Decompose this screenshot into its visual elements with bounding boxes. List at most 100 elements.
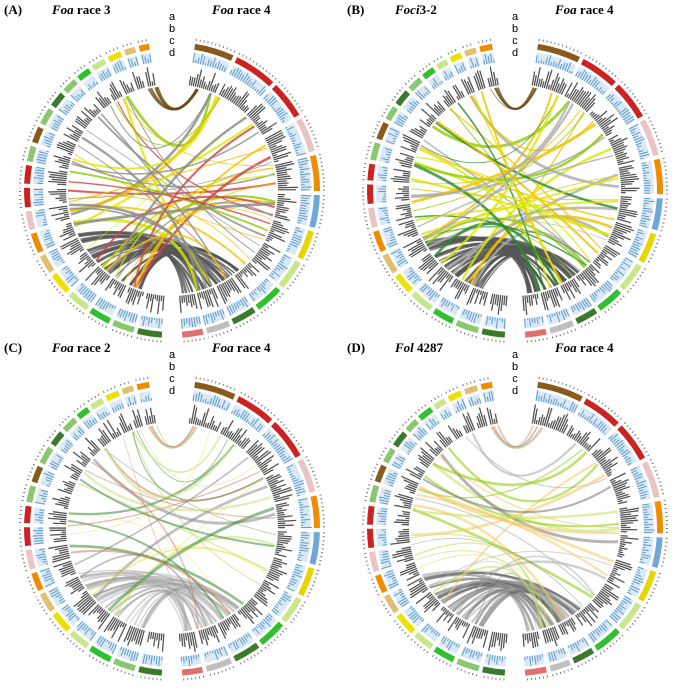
ideogram bbox=[35, 128, 41, 143]
tick-ring bbox=[363, 505, 365, 524]
density-bar bbox=[59, 208, 68, 210]
density-bar bbox=[237, 92, 248, 106]
gc-bar bbox=[525, 319, 526, 328]
ideogram bbox=[313, 496, 317, 528]
density-bar bbox=[278, 520, 296, 521]
gc-bar bbox=[502, 656, 503, 662]
density-bar bbox=[403, 209, 411, 210]
density-bar bbox=[274, 156, 288, 160]
ideogram bbox=[27, 506, 29, 523]
density-bar bbox=[59, 549, 68, 551]
density-bar bbox=[504, 296, 505, 306]
ideogram bbox=[27, 188, 28, 207]
gc-bar bbox=[638, 149, 640, 150]
tick-ring bbox=[526, 676, 548, 679]
density-bar bbox=[621, 184, 632, 185]
tick-ring bbox=[664, 158, 667, 195]
density-bar bbox=[52, 179, 67, 180]
density-bar bbox=[396, 205, 410, 207]
ideogram bbox=[379, 123, 386, 139]
density-bar bbox=[150, 416, 152, 424]
track-letter: b bbox=[169, 361, 175, 373]
density-bar bbox=[403, 239, 421, 248]
density-bar bbox=[255, 122, 258, 124]
density-bar bbox=[424, 600, 437, 612]
density-bar bbox=[393, 181, 409, 182]
gc-bar bbox=[42, 551, 45, 552]
density-bar bbox=[205, 85, 207, 90]
track-letter: c bbox=[512, 373, 518, 385]
density-bar bbox=[411, 148, 416, 150]
density-bar bbox=[277, 544, 283, 545]
tick-ring bbox=[320, 154, 324, 191]
density-bar bbox=[153, 632, 154, 639]
gc-bar bbox=[384, 213, 388, 214]
tick-ring bbox=[478, 40, 491, 43]
link bbox=[495, 88, 535, 109]
density-bar bbox=[406, 157, 413, 159]
right-genome: Foa race 4 bbox=[554, 2, 614, 17]
ideogram bbox=[388, 108, 395, 120]
density-bar bbox=[407, 574, 420, 580]
ideogram bbox=[123, 388, 134, 391]
density-bar bbox=[534, 75, 536, 86]
density-bar bbox=[619, 508, 627, 509]
ideogram bbox=[657, 159, 660, 194]
track-bg bbox=[289, 125, 301, 155]
density-bar bbox=[188, 295, 189, 303]
density-bar bbox=[50, 534, 66, 535]
density-bar bbox=[199, 420, 200, 425]
density-bar bbox=[596, 448, 610, 460]
density-bar bbox=[588, 439, 600, 452]
gc-bar bbox=[301, 520, 310, 521]
tick-ring bbox=[434, 56, 444, 62]
gc-bar bbox=[301, 200, 307, 201]
gc-bar bbox=[643, 540, 649, 541]
ideogram bbox=[139, 669, 162, 672]
density-bar bbox=[525, 296, 527, 315]
gc-bar bbox=[147, 317, 148, 320]
density-bar bbox=[529, 295, 530, 306]
density-bar bbox=[405, 215, 412, 217]
track-bg bbox=[302, 532, 306, 561]
ideogram bbox=[139, 47, 149, 49]
ideogram bbox=[481, 385, 492, 387]
track-letter: d bbox=[169, 385, 175, 397]
density-bar bbox=[437, 609, 448, 622]
density-bar bbox=[610, 238, 619, 242]
tick-ring bbox=[20, 505, 22, 523]
density-bar bbox=[536, 420, 537, 424]
density-bar bbox=[277, 205, 284, 206]
tick-ring bbox=[480, 378, 492, 380]
density-bar bbox=[395, 197, 409, 198]
species: Foa bbox=[51, 340, 74, 355]
density-bar bbox=[157, 295, 158, 301]
density-bar bbox=[620, 176, 637, 178]
density-bar bbox=[433, 270, 445, 284]
density-bar bbox=[527, 633, 528, 643]
density-bar bbox=[66, 223, 71, 225]
density-bar bbox=[396, 217, 412, 221]
species: Foci bbox=[394, 2, 420, 17]
ideogram bbox=[65, 420, 76, 430]
track-letter: a bbox=[169, 11, 176, 23]
link bbox=[498, 87, 534, 108]
density-bar bbox=[65, 497, 70, 499]
density-bar bbox=[182, 634, 183, 647]
density-bar bbox=[186, 295, 187, 306]
density-bar bbox=[112, 621, 121, 638]
ideogram bbox=[34, 467, 40, 482]
density-bar bbox=[155, 295, 156, 299]
density-bar bbox=[277, 512, 284, 513]
strain: race 3 bbox=[77, 2, 111, 17]
tick-ring bbox=[20, 164, 22, 183]
gc-bar bbox=[643, 509, 647, 510]
track-bg bbox=[644, 198, 649, 227]
density-bar bbox=[618, 552, 623, 553]
tick-ring bbox=[365, 484, 369, 501]
ideogram bbox=[79, 71, 90, 79]
ideogram bbox=[53, 433, 62, 445]
ideogram bbox=[182, 332, 203, 335]
